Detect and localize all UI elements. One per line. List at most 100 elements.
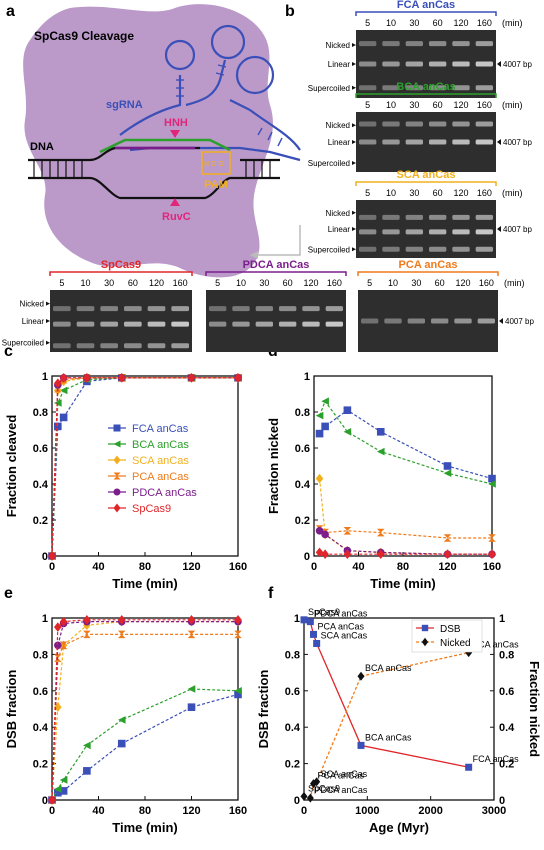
gel-image-pdca <box>206 290 346 352</box>
gel-band <box>431 318 449 324</box>
dna-rungs <box>33 160 271 178</box>
data-point <box>187 685 196 693</box>
gel-band <box>302 306 320 312</box>
data-point <box>321 397 329 405</box>
pam-box <box>201 151 231 175</box>
y-tick-label: 1 <box>304 371 310 383</box>
data-point <box>234 630 242 639</box>
gel-band-label: Nicked <box>20 300 44 309</box>
series-fca-ancas <box>315 406 496 483</box>
y-tick-label: 0.6 <box>33 686 48 698</box>
y2-axis-label: Fraction nicked <box>527 661 542 757</box>
plot-frame <box>51 617 239 801</box>
gel-size-label: 4007 bp <box>503 225 532 234</box>
data-point <box>59 616 68 627</box>
gel-band-label: Supercoiled <box>308 159 350 168</box>
series-bca-ancas <box>48 685 242 804</box>
data-point <box>54 378 62 388</box>
x-tick-label: 2000 <box>418 805 442 817</box>
gel-lane-label: 160 <box>477 18 492 28</box>
gel-lane-label: 30 <box>259 278 269 288</box>
series-sca-ancas <box>48 616 242 805</box>
gel-time-unit: (min) <box>502 18 523 28</box>
gel-lane-label: 5 <box>365 100 370 110</box>
flow-arrow <box>258 225 301 256</box>
data-point <box>357 671 365 681</box>
gel-size-arrow <box>497 226 501 232</box>
gel-lane-label: 160 <box>477 100 492 110</box>
x-tick-label: 120 <box>182 805 200 817</box>
gel-lane-label: 5 <box>365 18 370 28</box>
gel-lane-label: 120 <box>303 278 318 288</box>
data-point <box>421 624 429 632</box>
gel-lane-label: 10 <box>80 278 90 288</box>
data-point <box>376 528 385 537</box>
x-axis-label: Time (min) <box>112 576 178 591</box>
legend-label: DSB <box>440 624 461 635</box>
series-spcas9 <box>48 615 242 805</box>
data-point <box>376 447 385 456</box>
gel-band-label: Supercoiled <box>308 84 350 93</box>
gel-band <box>382 139 400 145</box>
data-point <box>488 549 496 559</box>
gel-band-label: Supercoiled <box>308 245 350 254</box>
gel-band <box>359 246 377 252</box>
data-point <box>83 630 91 639</box>
gel-lane-label: 160 <box>477 188 492 198</box>
data-point <box>321 422 329 431</box>
gel-band <box>171 306 189 312</box>
gel-size-label: 4007 bp <box>505 317 534 326</box>
sgrna-ticks <box>176 64 283 147</box>
fit-curve <box>319 551 492 555</box>
pam-sequence: N G G <box>204 161 224 168</box>
data-point <box>443 549 452 559</box>
gel-lane-label: 120 <box>453 100 468 110</box>
x-tick-label: 0 <box>49 805 55 817</box>
gel-band <box>359 214 377 220</box>
gel-band-arrow <box>352 85 356 90</box>
gel-band <box>359 139 377 145</box>
x-tick-label: 0 <box>311 561 317 573</box>
gel-band <box>452 41 470 47</box>
gel-lane-label: 30 <box>409 188 419 198</box>
data-point <box>313 777 321 787</box>
data-point <box>48 551 56 561</box>
ruvc-label: RuvC <box>162 211 191 223</box>
y-tick-label: 0.4 <box>33 479 49 491</box>
y-tick-label: 0 <box>42 795 48 807</box>
gel-band <box>53 321 71 327</box>
sgrna-label: sgRNA <box>106 99 143 111</box>
gel-band <box>76 321 95 327</box>
data-point <box>376 549 385 559</box>
gel-lane-label: 10 <box>386 188 396 198</box>
legend-label: SCA anCas <box>132 455 189 467</box>
gel-lane-label: 10 <box>386 100 396 110</box>
panel-letter-f: f <box>268 585 274 602</box>
gel-band <box>359 121 377 127</box>
x-tick-label: 120 <box>182 561 200 573</box>
y-tick-label: 0.8 <box>33 407 48 419</box>
gel-band <box>454 318 472 324</box>
gel-band-label: Nicked <box>326 41 350 50</box>
gel-lane-label: 60 <box>128 278 138 288</box>
gel-lane-label: 160 <box>173 278 188 288</box>
gel-band-arrow <box>46 340 50 345</box>
gel-title-pca: PCA anCas <box>399 259 458 271</box>
fit-curve <box>319 409 493 480</box>
gel-band <box>232 321 250 327</box>
plot-frame <box>303 617 495 801</box>
data-point <box>59 787 68 795</box>
y-axis-label: Fraction nicked <box>266 418 281 514</box>
gel-lane-label: 120 <box>149 278 164 288</box>
gel-lane-label: 10 <box>386 18 396 28</box>
gel-spcas9: SpCas9 5 10 30 60 120 160 Nicked Linear Supercoil… <box>2 259 193 352</box>
data-point <box>117 373 126 383</box>
data-point <box>54 788 62 797</box>
gel-band <box>382 61 400 67</box>
data-point <box>54 785 62 793</box>
data-point <box>59 386 68 395</box>
y-tick-label: 0.2 <box>285 759 300 771</box>
gel-band-arrow <box>352 42 356 47</box>
gel-band <box>382 85 400 91</box>
